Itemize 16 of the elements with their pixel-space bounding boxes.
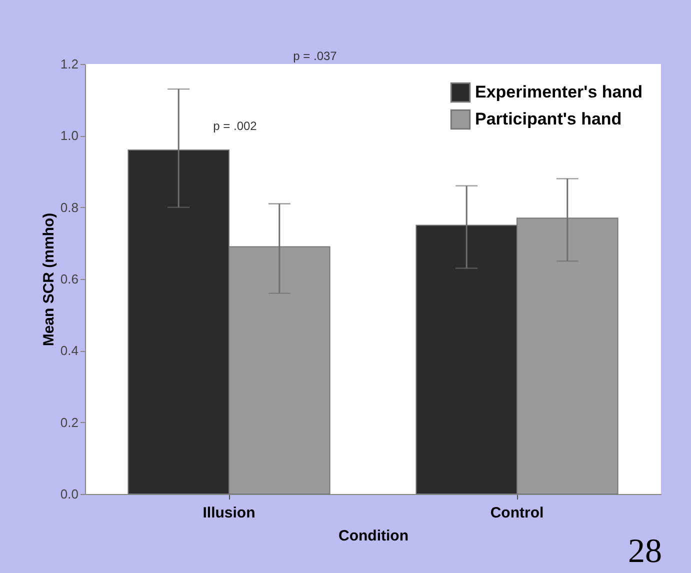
text: 28 [628,533,662,570]
x-axis-title: Condition [338,528,408,544]
y-tick-label: 0.2 [60,414,78,430]
x-tick-label: Illusion [202,504,256,522]
y-tick-label: 0.4 [60,343,78,358]
y-tick-label: 0.8 [60,200,78,215]
y-tick-label: 1.2 [60,56,78,72]
text: p = .037 [293,49,338,63]
x-tick-label: Control [490,504,544,522]
y-tick-label: 0.6 [60,272,78,286]
y-tick-label: 0.0 [60,486,78,502]
y-tick-label: 1.0 [60,128,78,144]
legend-label: Participant's hand [475,110,622,128]
annotation: p = .002 [213,119,258,133]
y-axis-title: Mean SCR (mmho) [40,212,58,346]
legend-label: Experimenter's hand [475,82,642,102]
